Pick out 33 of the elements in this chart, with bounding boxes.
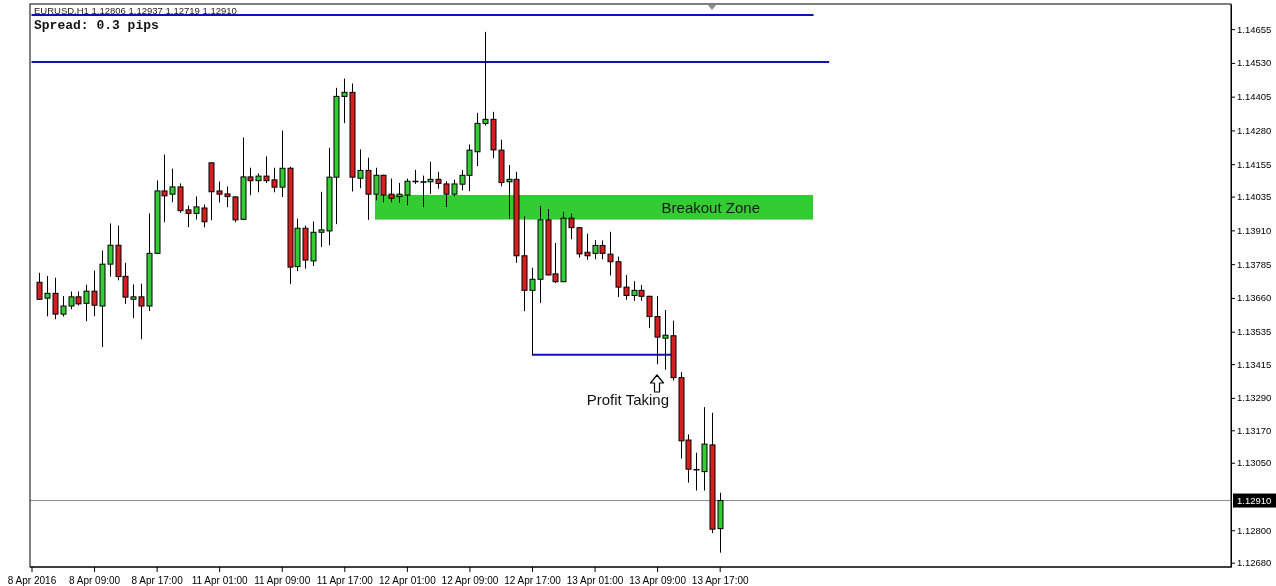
- y-tick-label: 1.14280: [1237, 124, 1272, 136]
- y-tick-label: 1.13535: [1237, 326, 1272, 338]
- annotation: Profit Taking: [586, 391, 669, 408]
- y-tick-label: 1.13170: [1237, 424, 1272, 436]
- x-tick-label: 11 Apr 17:00: [316, 575, 374, 586]
- x-tick-label: 13 Apr 01:00: [566, 575, 624, 586]
- y-tick-label: 1.14655: [1237, 23, 1272, 35]
- x-tick-label: 11 Apr 09:00: [254, 575, 311, 586]
- annotation: Spread: 0.3 pips: [34, 18, 160, 33]
- chart-title: EURUSD,H1 1.12806 1.12937 1.12719 1.12910: [34, 5, 237, 16]
- x-tick-label: 12 Apr 17:00: [504, 575, 562, 586]
- x-tick-label: 8 Apr 17:00: [131, 575, 184, 586]
- x-tick-label: 8 Apr 09:00: [68, 575, 121, 586]
- y-tick-label: 1.13415: [1237, 358, 1272, 370]
- y-tick-label: 1.12800: [1237, 524, 1272, 536]
- band-label: Breakout Zone: [661, 198, 760, 216]
- x-tick-label: 12 Apr 01:00: [379, 575, 437, 586]
- x-tick-label: 11 Apr 01:00: [191, 575, 249, 586]
- y-tick-label: 1.13785: [1237, 258, 1272, 270]
- x-tick-label: 12 Apr 09:00: [441, 575, 499, 586]
- x-tick-label: 13 Apr 17:00: [691, 575, 749, 586]
- y-tick-label: 1.13290: [1237, 392, 1272, 404]
- x-tick-label: 8 Apr 2016: [7, 575, 57, 586]
- y-tick-label: 1.14155: [1237, 158, 1272, 170]
- y-tick-label: 1.12680: [1237, 557, 1272, 569]
- y-tick-label: 1.14530: [1237, 57, 1272, 69]
- ref-line-label: 1.12910: [1237, 494, 1272, 506]
- y-tick-label: 1.14405: [1237, 91, 1272, 103]
- y-tick-label: 1.13660: [1237, 292, 1272, 304]
- x-tick-label: 13 Apr 09:00: [629, 575, 687, 586]
- y-tick-label: 1.14035: [1237, 191, 1272, 203]
- y-tick-label: 1.13910: [1237, 224, 1272, 236]
- y-tick-label: 1.13050: [1237, 457, 1272, 469]
